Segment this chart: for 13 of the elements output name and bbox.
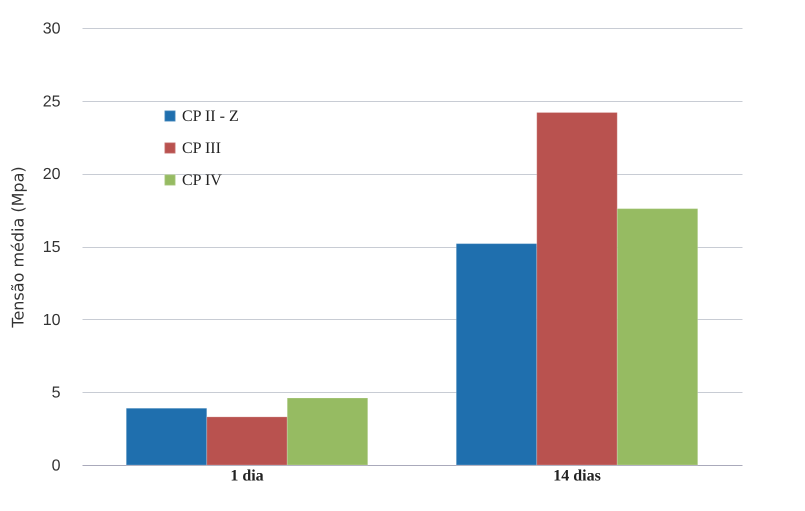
y-tick-label: 10 <box>42 312 61 329</box>
y-axis-title: Tensão média (Mpa) <box>8 166 28 329</box>
legend-label: CP IV <box>182 172 222 189</box>
y-tick-label: 5 <box>52 384 61 402</box>
y-tick-label: 0 <box>52 458 61 474</box>
y-tick-label: 20 <box>42 166 61 184</box>
y-tick-label: 30 <box>42 20 61 38</box>
legend-label: CP II - Z <box>182 108 239 125</box>
y-tick-label: 15 <box>42 239 61 256</box>
y-tick-label: 25 <box>42 93 61 110</box>
x-tick-label: 1 dia <box>230 468 264 484</box>
x-tick-label: 14 dias <box>553 468 601 484</box>
legend-label: CP III <box>182 140 221 157</box>
